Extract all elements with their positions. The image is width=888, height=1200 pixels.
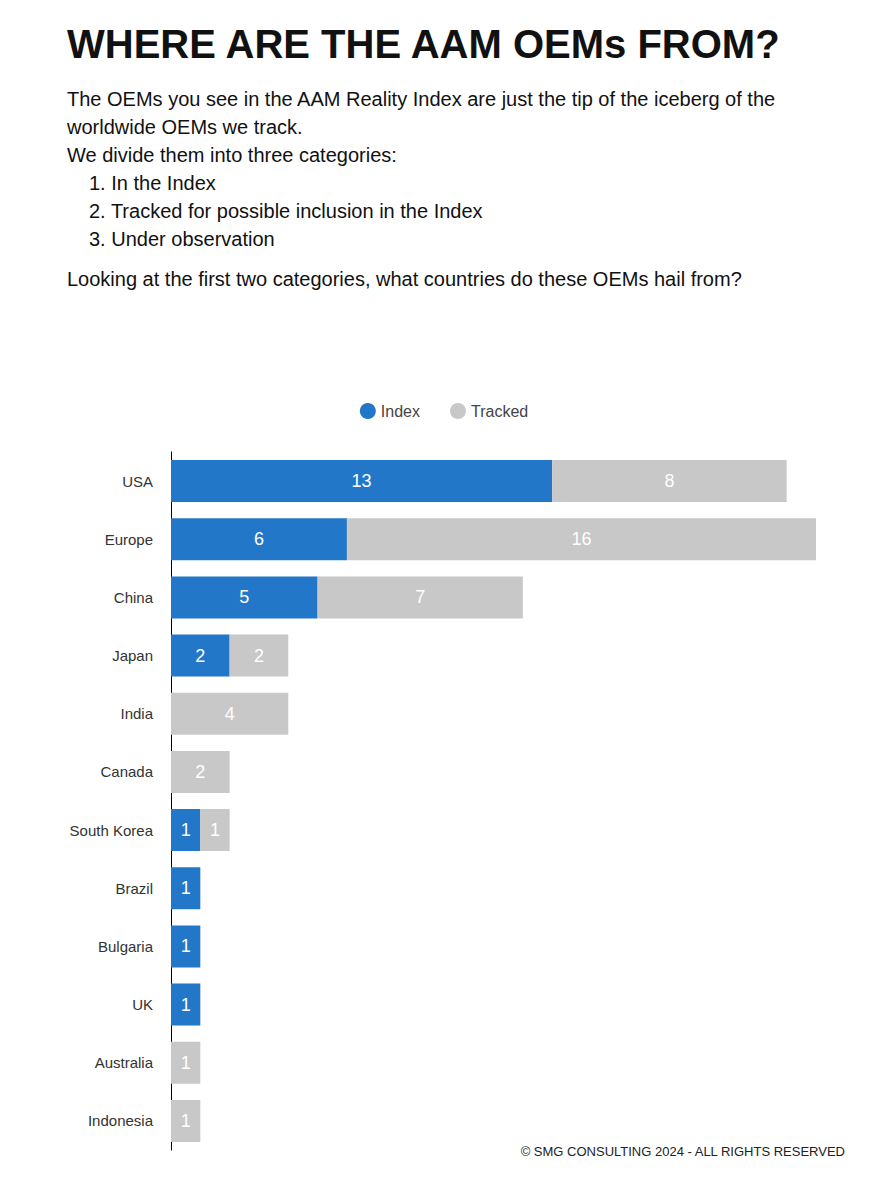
svg-text:1: 1 <box>210 820 220 840</box>
svg-text:South Korea: South Korea <box>70 822 154 839</box>
html-text:3. Under observation: 3. Under observation <box>89 228 275 250</box>
svg-text:Brazil: Brazil <box>115 880 153 897</box>
svg-text:Japan: Japan <box>112 647 153 664</box>
svg-text:Bulgaria: Bulgaria <box>98 938 154 955</box>
svg-text:7: 7 <box>415 587 425 607</box>
svg-text:Tracked: Tracked <box>471 403 528 420</box>
svg-text:6: 6 <box>254 529 264 549</box>
html-text:We divide them into three cate: We divide them into three categories: <box>67 144 397 166</box>
svg-text:Canada: Canada <box>100 763 153 780</box>
svg-text:1: 1 <box>181 1053 191 1073</box>
svg-text:Australia: Australia <box>95 1054 154 1071</box>
svg-text:4: 4 <box>225 704 235 724</box>
svg-text:1: 1 <box>181 936 191 956</box>
svg-text:2: 2 <box>254 646 264 666</box>
svg-text:India: India <box>120 705 153 722</box>
svg-text:2: 2 <box>195 762 205 782</box>
html-text:© SMG CONSULTING 2024 - ALL RI: © SMG CONSULTING 2024 - ALL RIGHTS RESER… <box>520 1144 845 1159</box>
svg-text:1: 1 <box>181 1111 191 1131</box>
html-text:WHERE ARE THE AAM OEMs FROM?: WHERE ARE THE AAM OEMs FROM? <box>67 22 780 66</box>
svg-text:USA: USA <box>122 473 153 490</box>
html-text:The OEMs you see in the AAM Re: The OEMs you see in the AAM Reality Inde… <box>67 88 776 138</box>
svg-text:8: 8 <box>664 471 674 491</box>
svg-text:13: 13 <box>352 471 372 491</box>
svg-text:1: 1 <box>181 995 191 1015</box>
svg-text:Indonesia: Indonesia <box>88 1112 154 1129</box>
svg-text:1: 1 <box>181 820 191 840</box>
svg-text:China: China <box>114 589 154 606</box>
svg-text:UK: UK <box>132 996 153 1013</box>
svg-text:16: 16 <box>571 529 591 549</box>
html-text:2. Tracked for possible inclus: 2. Tracked for possible inclusion in the… <box>89 200 483 222</box>
svg-text:Index: Index <box>381 403 420 420</box>
html-text:1. In the Index: 1. In the Index <box>89 172 216 194</box>
svg-text:Europe: Europe <box>105 531 153 548</box>
html-text:Looking at the first two categ: Looking at the first two categories, wha… <box>67 268 742 290</box>
svg-text:2: 2 <box>195 646 205 666</box>
svg-text:1: 1 <box>181 878 191 898</box>
svg-text:5: 5 <box>239 587 249 607</box>
